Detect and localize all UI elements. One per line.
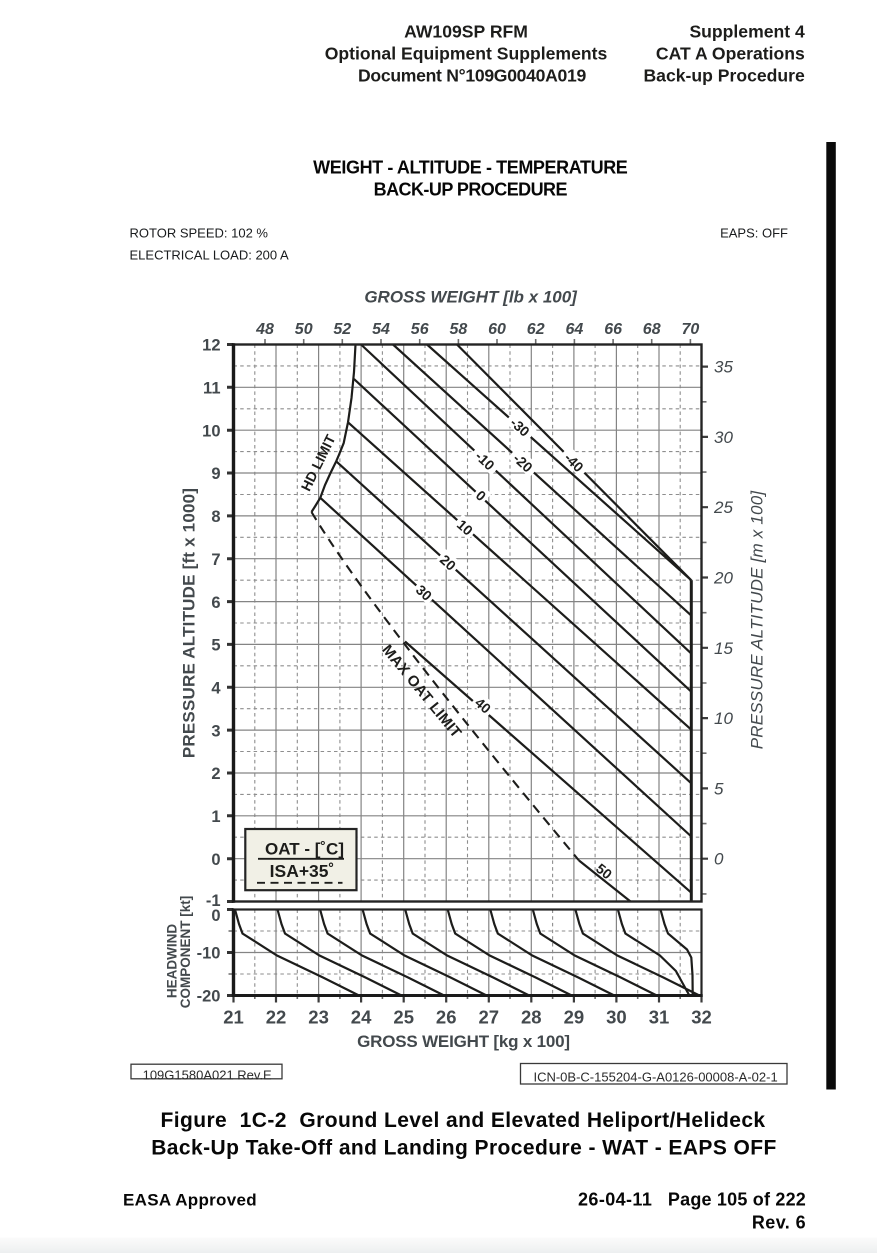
svg-text:70: 70: [682, 321, 700, 338]
svg-text:-20: -20: [197, 988, 221, 1006]
svg-text:66: 66: [604, 321, 622, 338]
svg-text:9: 9: [211, 465, 220, 483]
svg-text:56: 56: [411, 321, 429, 338]
svg-text:50: 50: [295, 321, 313, 338]
svg-text:CAT A Operations: CAT A Operations: [656, 44, 805, 64]
svg-text:48: 48: [255, 321, 274, 338]
svg-text:GROSS WEIGHT [lb x 100]: GROSS WEIGHT [lb x 100]: [364, 288, 578, 307]
svg-text:Page 105 of 222: Page 105 of 222: [668, 1190, 806, 1210]
svg-text:22: 22: [266, 1006, 287, 1027]
svg-text:HEADWIND: HEADWIND: [164, 924, 179, 998]
svg-text:26: 26: [436, 1006, 457, 1027]
svg-text:5: 5: [211, 637, 220, 655]
svg-text:21: 21: [223, 1006, 244, 1027]
svg-text:1: 1: [211, 808, 220, 826]
svg-text:Back-up Procedure: Back-up Procedure: [643, 66, 805, 86]
svg-text:31: 31: [649, 1006, 670, 1027]
svg-text:28: 28: [521, 1006, 542, 1027]
svg-text:29: 29: [564, 1006, 585, 1027]
svg-text:0: 0: [211, 851, 220, 869]
svg-text:52: 52: [333, 321, 351, 338]
svg-text:5: 5: [714, 779, 724, 798]
svg-text:60: 60: [488, 321, 506, 338]
svg-text:EAPS: OFF: EAPS: OFF: [720, 226, 788, 241]
svg-text:25: 25: [713, 498, 733, 517]
svg-text:Optional Equipment Supplements: Optional Equipment Supplements: [325, 44, 608, 64]
svg-text:3: 3: [211, 722, 220, 740]
svg-text:25: 25: [393, 1006, 414, 1027]
svg-text:Document N°109G0040A019: Document N°109G0040A019: [358, 66, 587, 86]
svg-text:30: 30: [606, 1006, 627, 1027]
svg-text:Back-Up Take-Off and Landing P: Back-Up Take-Off and Landing Procedure -…: [151, 1137, 777, 1160]
svg-text:20: 20: [713, 569, 733, 588]
svg-text:27: 27: [479, 1006, 500, 1027]
svg-text:Figure 1C-2 Ground Level and: Figure 1C-2 Ground Level and Elevated He…: [160, 1109, 765, 1132]
svg-text:40: 40: [472, 694, 494, 716]
svg-text:62: 62: [527, 321, 545, 338]
svg-text:ROTOR SPEED: 102 %: ROTOR SPEED: 102 %: [130, 226, 269, 241]
svg-text:Supplement 4: Supplement 4: [689, 22, 805, 42]
svg-text:26-04-11: 26-04-11: [578, 1190, 652, 1210]
svg-text:COMPONENT [kt]: COMPONENT [kt]: [178, 896, 193, 1009]
svg-text:2: 2: [211, 765, 220, 783]
svg-text:30: 30: [714, 428, 733, 447]
svg-text:64: 64: [566, 321, 584, 338]
svg-text:0: 0: [714, 850, 724, 869]
svg-text:WEIGHT - ALTITUDE - TEMPERATUR: WEIGHT - ALTITUDE - TEMPERATURE: [313, 157, 628, 177]
svg-text:50: 50: [593, 860, 615, 882]
svg-text:Rev. 6: Rev. 6: [752, 1213, 806, 1233]
svg-text:7: 7: [211, 551, 220, 569]
svg-text:23: 23: [308, 1006, 329, 1027]
svg-text:-1: -1: [206, 892, 221, 910]
svg-text:35: 35: [714, 358, 733, 377]
svg-text:0: 0: [211, 907, 220, 925]
svg-text:109G1580A021 Rev.E: 109G1580A021 Rev.E: [143, 1068, 272, 1083]
svg-text:15: 15: [714, 639, 733, 658]
svg-text:GROSS WEIGHT [kg x 100]: GROSS WEIGHT [kg x 100]: [357, 1032, 570, 1051]
svg-text:AW109SP RFM: AW109SP RFM: [404, 22, 528, 42]
svg-text:8: 8: [211, 508, 220, 526]
svg-text:54: 54: [372, 321, 390, 338]
svg-text:EASA Approved: EASA Approved: [123, 1191, 257, 1210]
svg-text:24: 24: [351, 1006, 372, 1027]
svg-text:6: 6: [211, 594, 220, 612]
svg-text:32: 32: [691, 1006, 712, 1027]
svg-text:12: 12: [202, 337, 220, 355]
svg-text:-10: -10: [197, 945, 221, 963]
svg-text:ICN-0B-C-155204-G-A0126-00008-: ICN-0B-C-155204-G-A0126-00008-A-02-1: [533, 1069, 777, 1084]
svg-text:OAT - [˚C]: OAT - [˚C]: [265, 840, 344, 859]
svg-text:PRESSURE ALTITUDE [ft x 1000]: PRESSURE ALTITUDE [ft x 1000]: [180, 488, 199, 758]
svg-text:58: 58: [450, 321, 468, 338]
svg-text:ELECTRICAL LOAD: 200 A: ELECTRICAL LOAD: 200 A: [130, 248, 290, 263]
svg-text:10: 10: [202, 422, 220, 440]
svg-text:ISA+35˚: ISA+35˚: [270, 861, 335, 881]
svg-text:BACK-UP PROCEDURE: BACK-UP PROCEDURE: [374, 179, 568, 199]
svg-text:11: 11: [203, 380, 220, 398]
svg-text:10: 10: [714, 709, 733, 728]
svg-text:68: 68: [643, 321, 661, 338]
svg-text:4: 4: [211, 680, 221, 698]
svg-text:PRESSURE ALTITUDE [m x 100]: PRESSURE ALTITUDE [m x 100]: [748, 490, 767, 750]
